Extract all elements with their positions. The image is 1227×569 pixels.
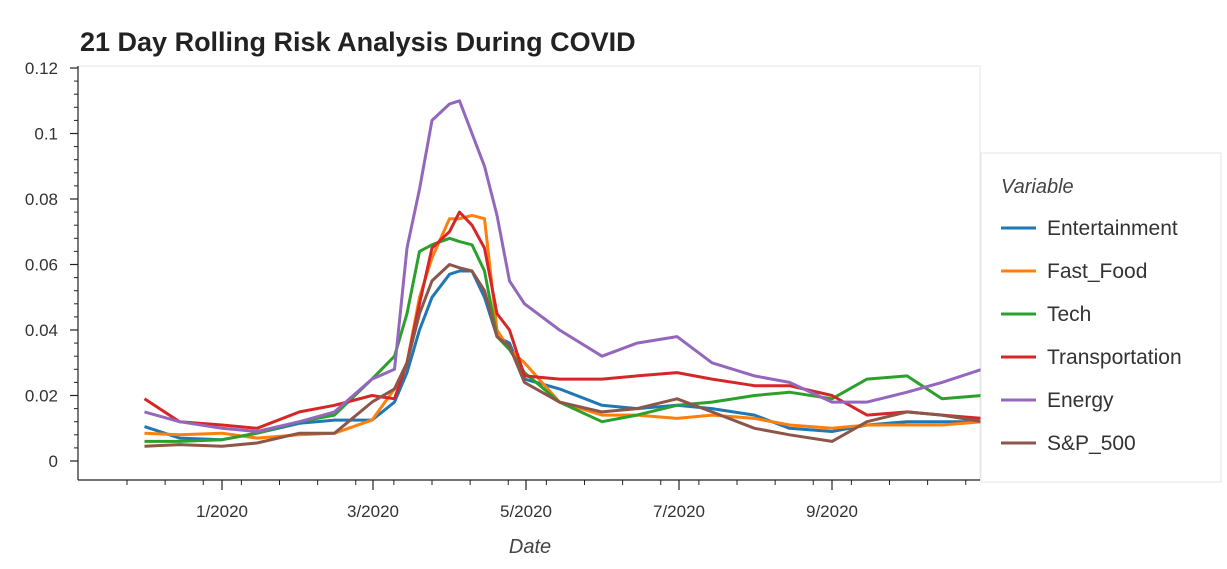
x-tick-label: 5/2020 xyxy=(500,502,552,521)
x-tick-label: 1/2020 xyxy=(196,502,248,521)
series-lines xyxy=(143,99,983,448)
y-tick-label: 0.1 xyxy=(34,125,58,144)
chart-title: 21 Day Rolling Risk Analysis During COVI… xyxy=(80,27,636,57)
legend-label: Entertainment xyxy=(1047,217,1178,240)
series-line-tech xyxy=(144,236,983,443)
legend-items: Entertainment Fast_Food Tech Transportation… xyxy=(1001,217,1182,455)
y-tick-label: 0.12 xyxy=(25,59,58,78)
y-tick-label: 0.08 xyxy=(25,190,58,209)
legend-label: Transportation xyxy=(1047,346,1182,369)
legend-label: Fast_Food xyxy=(1047,260,1147,283)
series-line-s-p-500 xyxy=(144,263,983,448)
y-tick-label: 0.06 xyxy=(25,256,58,275)
x-tick-label: 9/2020 xyxy=(806,502,858,521)
x-tick-label: 3/2020 xyxy=(347,502,399,521)
y-tick-label: 0.02 xyxy=(25,387,58,406)
x-tick-label: 7/2020 xyxy=(653,502,705,521)
legend-label: S&P_500 xyxy=(1047,432,1136,455)
y-tick-label: 0 xyxy=(49,452,58,471)
legend-title: Variable xyxy=(1001,176,1074,198)
y-tick-label: 0.04 xyxy=(25,321,58,340)
x-axis-label: Date xyxy=(509,536,551,558)
plot-area xyxy=(77,65,981,481)
legend-box xyxy=(980,152,1222,483)
series-line-energy xyxy=(144,99,983,433)
x-axis-minor-ticks xyxy=(126,480,967,485)
legend-label: Energy xyxy=(1047,389,1114,412)
legend-label: Tech xyxy=(1047,303,1091,326)
